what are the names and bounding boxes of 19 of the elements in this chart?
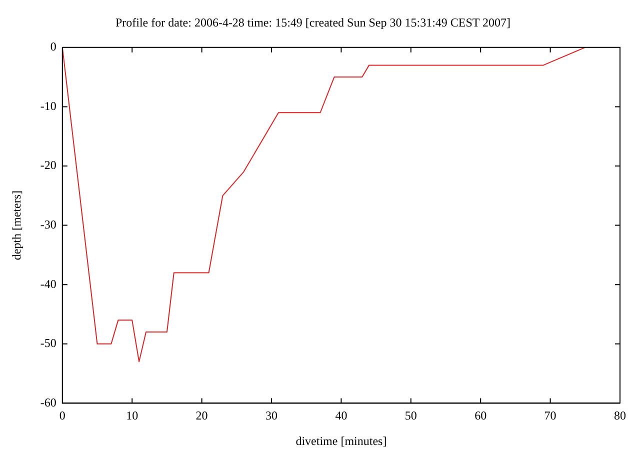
y-tick-label: -50 (40, 336, 56, 350)
y-axis-title: depth [meters] (9, 190, 24, 260)
x-tick-label: 0 (59, 408, 66, 423)
x-tick-label: 10 (126, 408, 138, 423)
x-tick-label: 30 (266, 408, 278, 423)
x-tick-label: 20 (196, 408, 208, 423)
x-axis-title: divetime [minutes] (296, 434, 387, 448)
y-tick-label: 0 (50, 40, 56, 54)
x-tick-label: 40 (335, 408, 348, 423)
x-tick-label: 70 (544, 408, 556, 423)
y-tick-label: -60 (40, 395, 56, 410)
x-tick-label: 80 (614, 408, 626, 423)
chart-title: Profile for date: 2006-4-28 time: 15:49 [created Sun Sep 30 15:31:49 CEST 2007] (115, 15, 511, 30)
x-tick-label: 60 (474, 408, 487, 423)
y-tick-label: -40 (40, 276, 56, 291)
y-tick-label: -30 (40, 217, 56, 232)
y-tick-label: -10 (40, 98, 56, 113)
x-tick-label: 50 (404, 408, 417, 423)
y-tick-label: -20 (40, 158, 56, 172)
